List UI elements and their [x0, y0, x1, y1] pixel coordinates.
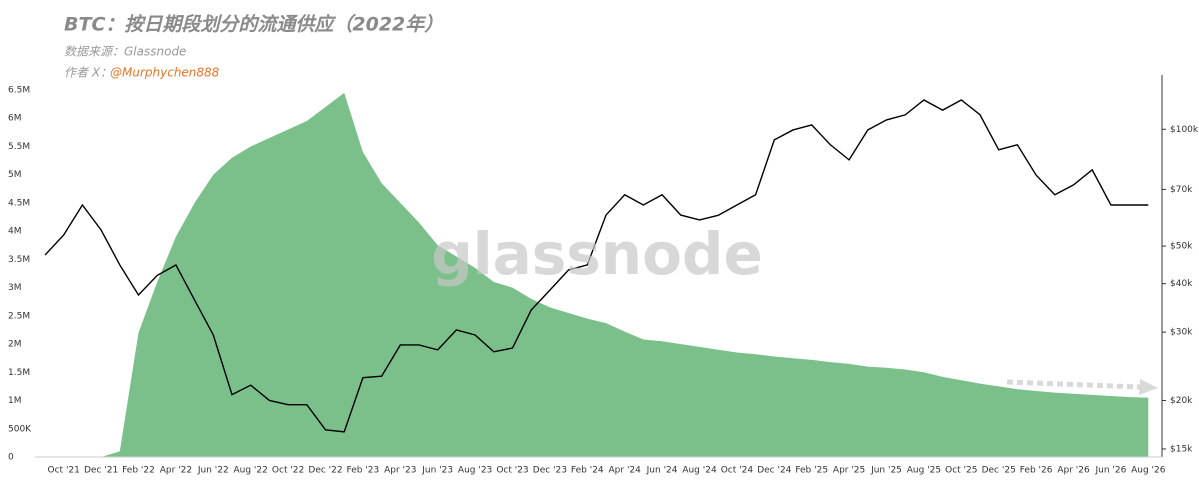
chart-subtitle: 数据来源：Glassnode — [64, 45, 186, 59]
x-tick-label: Dec '21 — [84, 466, 118, 476]
x-tick-label: Oct '25 — [945, 466, 977, 476]
y2-tick-label: $70k — [1170, 185, 1193, 195]
y-tick-label: 6.5M — [8, 86, 30, 96]
x-tick-label: Feb '25 — [795, 466, 828, 476]
y-tick-label: 4M — [8, 227, 22, 237]
x-tick-label: Jun '24 — [646, 466, 678, 476]
y2-tick-label: $50k — [1170, 242, 1193, 252]
y-tick-label: 3M — [8, 283, 22, 293]
x-tick-label: Jun '25 — [870, 466, 902, 476]
x-tick-label: Apr '25 — [833, 466, 865, 476]
x-tick-label: Oct '24 — [721, 466, 754, 476]
x-tick-label: Dec '24 — [757, 466, 791, 476]
x-tick-label: Feb '22 — [122, 466, 155, 476]
x-tick-label: Apr '26 — [1057, 466, 1090, 476]
y-tick-label: 4.5M — [8, 198, 30, 208]
y-tick-label: 6M — [8, 114, 22, 124]
y-tick-label: 2.5M — [8, 311, 30, 321]
y2-tick-label: $40k — [1170, 279, 1193, 289]
y-tick-label: 500K — [8, 424, 32, 434]
x-tick-label: Feb '23 — [347, 466, 380, 476]
supply-area — [45, 92, 1149, 458]
y2-tick-label: $20k — [1170, 396, 1193, 406]
y2-tick-label: $30k — [1170, 328, 1193, 338]
x-tick-label: Jun '22 — [197, 466, 229, 476]
y2-tick-label: $100k — [1170, 125, 1199, 135]
x-tick-label: Feb '26 — [1020, 466, 1053, 476]
arrow-shaft — [1006, 379, 1141, 390]
y-tick-label: 3.5M — [8, 255, 30, 265]
y-tick-label: 0 — [8, 453, 14, 463]
x-tick-label: Dec '25 — [982, 466, 1016, 476]
watermark: glassnode — [431, 220, 763, 288]
x-tick-label: Dec '23 — [533, 466, 567, 476]
x-tick-label: Aug '23 — [458, 466, 492, 476]
y-tick-label: 2M — [8, 340, 22, 350]
plot: 0 500K 1M 1.5M 2M 2.5M 3M 3.5M 4M 4.5M 5M 5.5M 6M 6.5… — [8, 75, 1199, 476]
x-tick-label: Dec '22 — [308, 466, 342, 476]
x-tick-label: Aug '26 — [1131, 466, 1166, 476]
x-tick-label: Apr '22 — [160, 466, 192, 476]
chart-title: BTC：按日期段划分的流通供应（2022年） — [64, 14, 443, 36]
x-tick-label: Oct '23 — [496, 466, 528, 476]
x-tick-label: Oct '22 — [272, 466, 304, 476]
x-tick-label: Aug '24 — [682, 466, 717, 476]
y-tick-label: 1.5M — [8, 368, 30, 378]
x-tick-label: Oct '21 — [48, 466, 80, 476]
x-tick-label: Apr '24 — [609, 466, 642, 476]
author-handle: @Murphychen888 — [110, 66, 220, 80]
x-tick-label: Jun '23 — [421, 466, 453, 476]
y2-tick-label: $15k — [1170, 444, 1193, 454]
y-tick-label: 1M — [8, 396, 22, 406]
x-tick-label: Aug '22 — [234, 466, 268, 476]
x-tick-label: Jun '26 — [1094, 466, 1126, 476]
price-line — [44, 99, 1149, 433]
x-tick-label: Aug '25 — [907, 466, 941, 476]
x-tick-label: Feb '24 — [571, 466, 604, 476]
y-tick-label: 5M — [8, 170, 22, 180]
y-tick-label: 5.5M — [8, 142, 30, 152]
x-tick-label: Apr '23 — [384, 466, 416, 476]
arrow-head — [1139, 379, 1158, 395]
author-label: 作者 X： — [64, 66, 112, 80]
